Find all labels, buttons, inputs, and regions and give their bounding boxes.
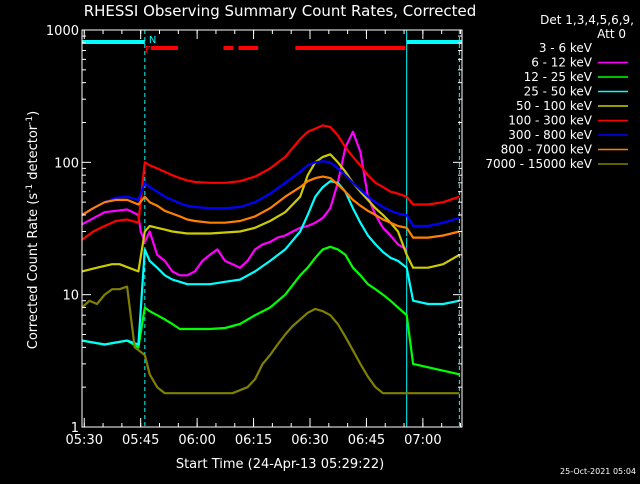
- series-line-7: [81, 175, 460, 239]
- series-line-1: [81, 130, 408, 277]
- legend-label-1: 6 - 12 keV: [531, 56, 593, 70]
- y-axis-label-main: Corrected Count Rate (s: [26, 193, 41, 350]
- night-flag-bar: [82, 40, 145, 44]
- y-axis-label-sup2: -1: [25, 116, 35, 125]
- series-line-2: [81, 245, 460, 376]
- y-tick-label: 1000: [46, 24, 79, 39]
- series-lines: [81, 124, 460, 395]
- legend-header-line2: Att 0: [597, 27, 626, 41]
- x-tick-label: 05:30: [66, 433, 103, 448]
- flare-flag-letter: F: [145, 45, 151, 56]
- n-flag-letter: N: [149, 35, 156, 46]
- series-line-8: [81, 285, 460, 395]
- legend-label-2: 12 - 25 keV: [524, 70, 593, 84]
- x-tick-label: 07:00: [404, 433, 441, 448]
- legend-label-8: 7000 - 15000 keV: [485, 157, 592, 171]
- chart-title: RHESSI Observing Summary Count Rates, Co…: [84, 2, 477, 20]
- y-axis-label-end: ): [26, 111, 41, 116]
- y-axis-label-mid: detector: [26, 124, 41, 184]
- x-tick-label: 06:30: [291, 433, 328, 448]
- series-line-5: [81, 124, 460, 241]
- legend-label-3: 25 - 50 keV: [524, 85, 593, 99]
- flare-flag-bar: [223, 46, 234, 50]
- legend-label-0: 3 - 6 keV: [539, 41, 593, 55]
- x-tick-label: 06:45: [348, 433, 385, 448]
- x-axis-label: Start Time (24-Apr-13 05:29:22): [176, 457, 384, 472]
- y-tick-label: 100: [54, 156, 79, 171]
- legend-label-7: 800 - 7000 keV: [501, 143, 593, 157]
- axes: 1 10 100 1000 05:30 05:45 06:00 06:15 06:30 06:45…: [46, 24, 462, 448]
- y-axis-label-sup1: -1: [25, 184, 35, 193]
- y-tick-label: 1: [71, 421, 79, 436]
- flare-flag-bar: [238, 46, 259, 50]
- legend-label-4: 50 - 100 keV: [516, 99, 593, 113]
- legend-header-line1: Det 1,3,4,5,6,9,: [540, 13, 634, 27]
- series-line-6: [81, 160, 460, 228]
- y-axis-label: Corrected Count Rate (s-1 detector-1): [25, 111, 41, 349]
- flare-flag-bar: [295, 46, 406, 50]
- x-tick-label: 05:45: [122, 433, 159, 448]
- footer-timestamp: 25-Oct-2021 05:04: [560, 467, 636, 476]
- x-tick-label: 06:15: [235, 433, 272, 448]
- flare-flag-bar: [150, 46, 178, 50]
- y-tick-label: 10: [62, 289, 79, 304]
- night-flag-bar: [406, 40, 462, 44]
- legend-label-5: 100 - 300 keV: [508, 114, 592, 128]
- x-tick-label: 06:00: [178, 433, 215, 448]
- status-flags: NF: [82, 30, 462, 427]
- series-line-3: [81, 180, 460, 346]
- legend-label-6: 300 - 800 keV: [508, 128, 592, 142]
